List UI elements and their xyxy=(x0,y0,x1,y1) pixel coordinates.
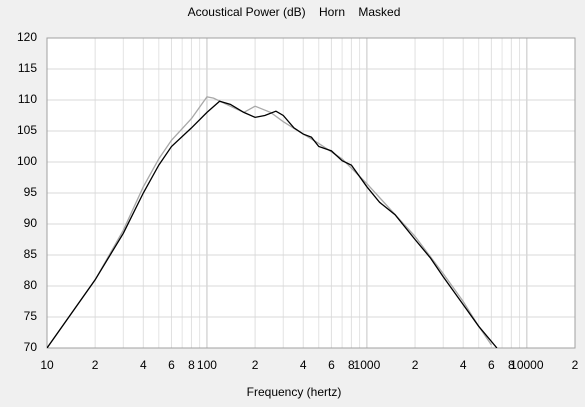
data-line xyxy=(47,100,498,348)
x-tick-label: 8 xyxy=(348,358,355,372)
x-tick-label: 2 xyxy=(572,358,579,372)
x-axis-label: Frequency (hertz) xyxy=(247,385,342,399)
x-tick-label: 4 xyxy=(460,358,467,372)
x-tick-label: 1000 xyxy=(354,358,381,372)
y-tick-label: 80 xyxy=(24,278,38,292)
y-tick-label: 110 xyxy=(18,92,37,106)
y-tick-label: 90 xyxy=(24,216,38,230)
x-tick-label: 6 xyxy=(488,358,495,372)
x-tick-label: 6 xyxy=(168,358,175,372)
y-tick-label: 105 xyxy=(17,123,37,137)
x-tick-label: 4 xyxy=(300,358,307,372)
y-tick-label: 85 xyxy=(24,247,38,261)
x-tick-label: 6 xyxy=(328,358,335,372)
plot-border xyxy=(46,37,576,349)
x-tick-label: 2 xyxy=(412,358,419,372)
y-tick-label: 120 xyxy=(17,30,37,44)
x-tick-label: 4 xyxy=(140,358,147,372)
data-line xyxy=(47,96,492,348)
y-tick-label: 115 xyxy=(18,61,37,75)
x-tick-label: 10 xyxy=(40,358,54,372)
x-tick-label: 2 xyxy=(252,358,259,372)
y-tick-label: 70 xyxy=(24,340,38,354)
x-tick-label: 2 xyxy=(92,358,99,372)
x-tick-label: 10000 xyxy=(510,358,544,372)
y-tick-label: 100 xyxy=(17,154,37,168)
x-tick-label: 8 xyxy=(188,358,195,372)
x-tick-label: 8 xyxy=(508,358,515,372)
x-tick-label: 100 xyxy=(197,358,217,372)
y-tick-label: 75 xyxy=(24,309,38,323)
y-tick-label: 95 xyxy=(24,185,38,199)
chart-title: Acoustical Power (dB) Horn Masked xyxy=(188,5,401,19)
